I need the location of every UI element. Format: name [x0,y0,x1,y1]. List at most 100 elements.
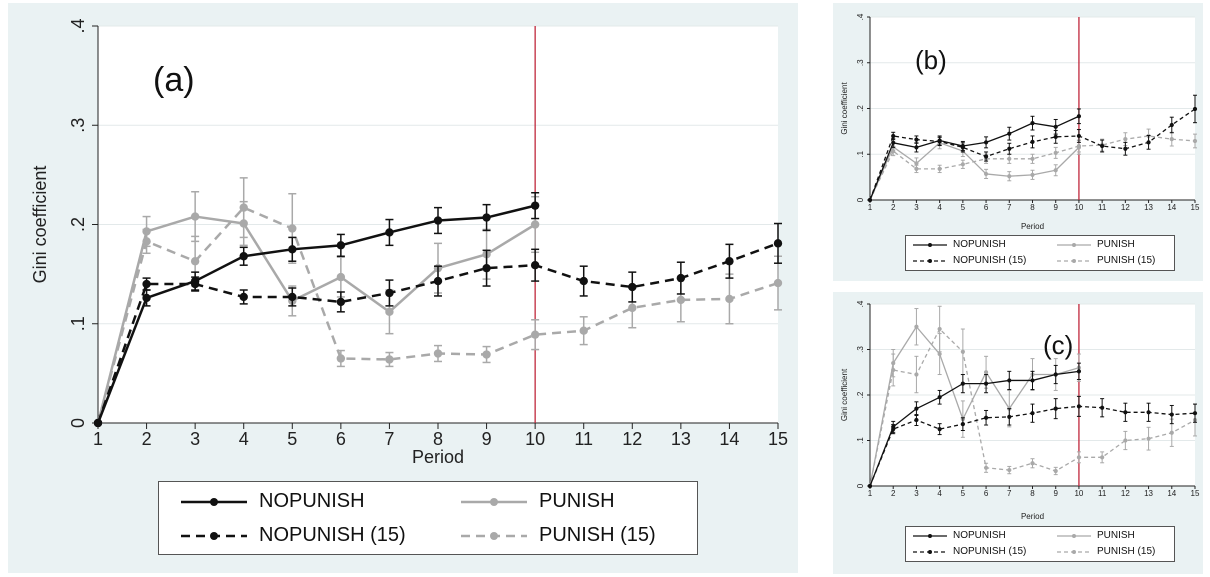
data-point-nopunish-15 [867,197,873,203]
legend-item-nopunish-15: NOPUNISH (15) [912,255,1026,266]
x-tick-label: 5 [961,489,966,498]
data-point-punish-15 [1030,156,1035,161]
data-point-punish-15 [773,278,783,288]
series-line-nopunish [869,115,1080,201]
data-point-nopunish-15 [891,427,896,432]
data-point-nopunish-15 [190,279,200,289]
data-point-punish-15 [1169,137,1174,142]
data-point-nopunish-15 [1123,146,1128,151]
data-point-nopunish-15 [530,260,540,270]
legend-c: NOPUNISH PUNISH NOPUNISH (15) PUNISH (15… [905,526,1175,562]
data-point-nopunish-15 [1169,122,1174,128]
legend-label-nopunish: NOPUNISH [953,530,1006,541]
legend-label-punish-15: PUNISH (15) [1097,546,1156,557]
legend-swatch-nopunish-15 [913,258,947,263]
data-point-nopunish [937,395,942,400]
data-point-punish-15 [1100,455,1105,460]
data-point-nopunish-15 [1007,146,1012,151]
data-point-nopunish [960,381,965,386]
data-point-punish-15 [937,326,942,332]
legend-item-punish-15: PUNISH (15) [1056,546,1155,557]
series-line-nopunish [96,204,536,424]
data-point-nopunish [530,201,540,210]
data-point-nopunish-15 [1123,410,1128,415]
data-point-punish-15 [530,330,540,339]
data-point-punish-15 [891,367,896,373]
data-point-punish-15 [914,166,919,171]
data-point-punish-15 [960,162,965,167]
data-point-punish-15 [676,295,686,305]
data-point-nopunish [142,293,151,303]
data-point-nopunish-15 [1169,412,1174,417]
data-point-nopunish-15 [579,276,588,286]
chart-plot-a: 0.1.2.3.41 2 3 4 5 6 7 8 9 10 11 12 13 14 15PeriodGini… [30,18,788,467]
data-point-nopunish-15 [1053,134,1058,139]
x-tick-label: 4 [937,203,942,212]
legend-item-punish: PUNISH [459,490,615,513]
data-point-punish-15 [1076,143,1082,149]
x-tick-label: 14 [1167,203,1176,212]
x-tick-label: 11 [1098,203,1107,212]
data-point-nopunish-15 [773,239,783,248]
panel-label: (b) [915,45,947,75]
chart-plot-c: 0.1.2.3.41 2 3 4 5 6 7 8 9 10 11 12 13 14 15PeriodGini… [840,300,1200,521]
data-point-nopunish-15 [914,137,919,142]
data-point-nopunish-15 [1007,414,1012,419]
data-point-nopunish [983,381,989,386]
data-point-punish [1053,168,1058,173]
x-tick-label: 13 [1144,203,1153,212]
legend-label-punish-15: PUNISH (15) [539,524,656,546]
x-tick-label: 14 [1167,489,1176,498]
data-point-nopunish-15 [1030,411,1035,416]
data-point-punish [1007,174,1012,179]
legend-label-nopunish-15: NOPUNISH (15) [259,524,406,546]
legend-a: NOPUNISH PUNISH NOPUNISH (15) PUNISH (15… [158,481,698,555]
series-nopunish-15 [867,395,1198,489]
data-point-nopunish [482,213,491,222]
data-point-nopunish-15 [1053,406,1058,411]
data-point-nopunish [1030,378,1035,383]
data-point-nopunish-15 [983,415,989,420]
y-tick-label: .4 [856,300,865,307]
data-point-nopunish-15 [676,273,686,283]
data-point-punish-15 [914,372,919,377]
y-tick-label: 0 [856,197,865,202]
panel-c: 0.1.2.3.4 1 2 3 4 5 6 7 8 9 10 11 12 13 14 15 Period Gini… [833,292,1203,574]
data-point-nopunish [1076,114,1082,119]
data-point-nopunish [914,406,919,411]
data-point-punish [914,324,919,329]
y-tick-label: 0 [68,418,88,428]
data-point-nopunish-15 [1146,410,1151,415]
data-point-nopunish-15 [628,282,637,292]
data-point-nopunish [1076,369,1082,374]
data-point-punish-15 [239,203,248,212]
x-tick-label: 1 [868,489,873,498]
x-tick-label: 5 [287,429,297,449]
data-point-punish [385,307,394,317]
x-tick-label: 2 [142,429,152,449]
x-tick-label: 6 [984,203,989,212]
legend-swatch-nopunish-15 [181,531,247,540]
x-tick-label: 11 [1098,489,1107,498]
legend-item-punish: PUNISH [1056,239,1135,250]
legend-item-punish-15: PUNISH (15) [1056,255,1155,266]
legend-swatch-nopunish [913,533,947,538]
legend-label-punish-15: PUNISH (15) [1097,255,1156,266]
data-point-punish-15 [960,349,965,354]
data-point-nopunish-15 [960,422,965,427]
x-tick-label: 13 [671,429,691,449]
y-tick-label: .3 [856,59,865,66]
data-point-punish-15 [288,224,297,233]
series-punish-15 [867,128,1198,203]
legend-item-nopunish: NOPUNISH [912,239,1006,250]
data-point-nopunish [336,241,346,250]
data-point-punish-15 [725,294,734,304]
data-point-punish [336,272,346,282]
data-point-nopunish [385,228,394,237]
x-tick-label: 1 [868,203,873,212]
legend-label-nopunish-15: NOPUNISH (15) [953,255,1027,266]
data-point-punish-15 [628,303,637,313]
x-tick-label: 4 [937,489,942,498]
data-point-punish-15 [1053,150,1058,155]
series-nopunish-15 [93,222,783,428]
